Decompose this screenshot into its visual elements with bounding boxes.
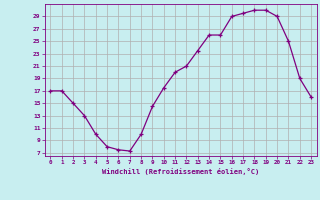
X-axis label: Windchill (Refroidissement éolien,°C): Windchill (Refroidissement éolien,°C): [102, 168, 260, 175]
